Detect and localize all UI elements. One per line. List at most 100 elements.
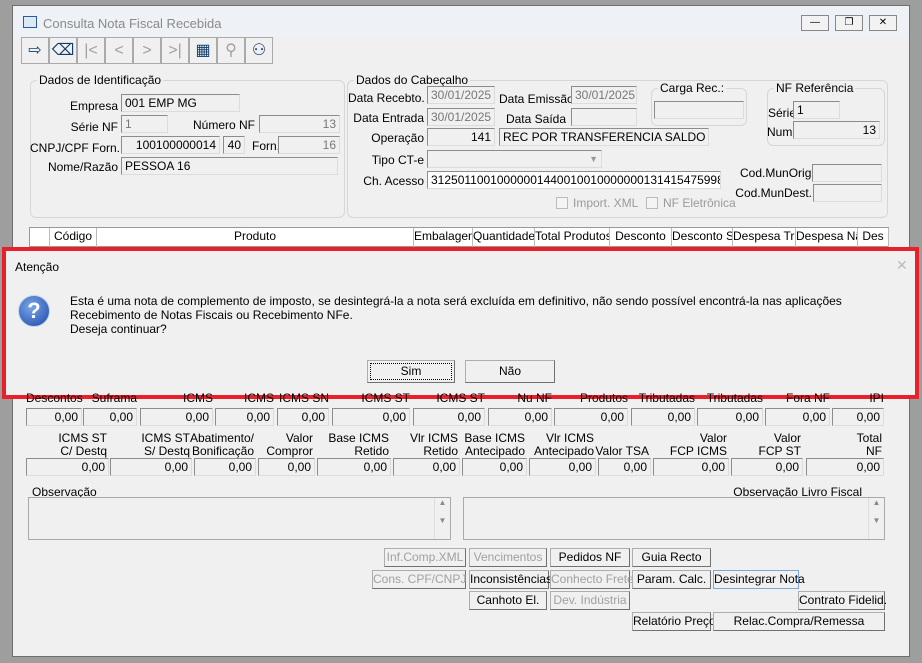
column-header[interactable]: Quantidade (473, 228, 535, 247)
inconsist-ncias-button[interactable]: Inconsistências (469, 570, 552, 589)
column-header[interactable]: Des (858, 228, 889, 247)
total-label: ICMS ST (436, 391, 485, 405)
empresa-field[interactable]: 001 EMP MG (121, 94, 240, 112)
forn-field[interactable]: 16 (278, 136, 340, 154)
canhoto-el-button[interactable]: Canhoto El. (469, 591, 547, 610)
total-field[interactable]: 0,00 (806, 458, 884, 476)
yes-button[interactable]: Sim (367, 360, 455, 383)
column-header[interactable]: Embalagem (414, 228, 473, 247)
column-header[interactable]: Desconto Suframa (672, 228, 733, 247)
serie-field[interactable]: 1 (121, 115, 168, 133)
total-field[interactable]: 0,00 (765, 408, 830, 426)
inf-comp-xml-button[interactable]: Inf.Comp.XML (384, 548, 466, 567)
total-field[interactable]: 0,00 (332, 408, 410, 426)
numero-field[interactable]: 13 (259, 115, 340, 133)
param-calc-button[interactable]: Param. Calc. (632, 570, 711, 589)
close-button[interactable]: ✕ (869, 15, 897, 31)
import-xml-checkbox[interactable] (556, 197, 568, 209)
tipo-cte-select[interactable]: ▼ (427, 150, 602, 168)
total-label: Valor FCP ICMS (669, 431, 727, 458)
identification-group: Dados de Identificação (30, 73, 345, 218)
prev-icon[interactable]: < (105, 37, 133, 64)
restore-button[interactable]: ❐ (835, 15, 863, 31)
scrollbar[interactable]: ▲ ▼ (434, 498, 450, 539)
cnpj-dv-field[interactable]: 40 (223, 136, 245, 154)
total-field[interactable]: 0,00 (554, 408, 628, 426)
nfref-serie-field[interactable]: 1 (793, 101, 840, 119)
last-icon[interactable]: >| (161, 37, 189, 64)
column-header[interactable]: Produto (97, 228, 414, 247)
total-field[interactable]: 0,00 (529, 458, 596, 476)
chave-acesso-field[interactable]: 3125011001000000144001001000000013141547… (427, 171, 721, 189)
exit-icon[interactable]: ⇨ (21, 37, 49, 64)
total-field[interactable]: 0,00 (832, 408, 884, 426)
group-title: Dados do Cabeçalho (354, 73, 471, 87)
munorig-field[interactable] (812, 164, 882, 182)
total-field[interactable]: 0,00 (393, 458, 460, 476)
operacao-desc-field[interactable]: REC POR TRANSFERENCIA SALDO CREDOR ICMS (499, 128, 709, 146)
column-header[interactable]: Código (50, 228, 97, 247)
relat-rio-pre-o-button[interactable]: Relatório Preço (632, 612, 716, 631)
total-field[interactable]: 0,00 (140, 408, 213, 426)
operacao-field[interactable]: 141 (427, 128, 495, 146)
receb-label: Data Recebto. (348, 91, 425, 105)
first-icon[interactable]: |< (77, 37, 105, 64)
scrollbar[interactable]: ▲ ▼ (868, 498, 884, 539)
column-header[interactable] (30, 228, 50, 247)
total-field[interactable]: 0,00 (26, 458, 109, 476)
pedidos-nf-button[interactable]: Pedidos NF (550, 548, 630, 567)
contrato-fidelid-button[interactable]: Contrato Fidelid. (798, 591, 887, 610)
nfe-checkbox[interactable] (646, 197, 658, 209)
receb-field[interactable]: 30/01/2025 (427, 86, 495, 104)
vencimentos-button[interactable]: Vencimentos (469, 548, 547, 567)
column-header[interactable]: Desconto (610, 228, 672, 247)
total-field[interactable]: 0,00 (258, 458, 315, 476)
carga-field[interactable] (654, 101, 744, 119)
conhecto-frete-button[interactable]: Conhecto Frete (550, 570, 634, 589)
total-field[interactable]: 0,00 (83, 408, 137, 426)
total-field[interactable]: 0,00 (731, 458, 803, 476)
relac-compra-remessa-button[interactable]: Relac.Compra/Remessa (713, 612, 885, 631)
total-field[interactable]: 0,00 (488, 408, 552, 426)
total-field[interactable]: 0,00 (462, 458, 527, 476)
nfref-num-field[interactable]: 13 (793, 121, 880, 139)
total-field[interactable]: 0,00 (317, 458, 391, 476)
grid-icon[interactable]: ▦ (189, 37, 217, 64)
user-icon[interactable]: ⚇ (245, 37, 273, 64)
total-field[interactable]: 0,00 (215, 408, 274, 426)
total-field[interactable]: 0,00 (598, 458, 651, 476)
desintegrar-nota-button[interactable]: Desintegrar Nota (713, 570, 805, 589)
total-label: Base ICMS Retido (328, 431, 389, 458)
total-field[interactable]: 0,00 (653, 458, 729, 476)
saida-field[interactable] (571, 108, 637, 126)
total-field[interactable]: 0,00 (631, 408, 695, 426)
cnpj-field[interactable]: 100100000014 (121, 136, 220, 154)
observacao-livro-textarea[interactable]: ▲ ▼ (463, 497, 885, 540)
group-title: Dados de Identificação (37, 73, 164, 87)
entrada-label: Data Entrada (353, 111, 424, 125)
total-field[interactable]: 0,00 (413, 408, 485, 426)
total-field[interactable]: 0,00 (110, 458, 192, 476)
column-header[interactable]: Despesa Não Tribut. (796, 228, 858, 247)
emissao-field[interactable]: 30/01/2025 (571, 86, 637, 104)
column-header[interactable]: Despesa Tributadas (733, 228, 796, 247)
column-header[interactable]: Total Produtos (535, 228, 610, 247)
minimize-button[interactable]: — (801, 15, 829, 31)
next-icon[interactable]: > (133, 37, 161, 64)
dev-ind-stria-button[interactable]: Dev. Indústria (550, 591, 630, 610)
observacao-textarea[interactable]: ▲ ▼ (28, 497, 451, 540)
entrada-field[interactable]: 30/01/2025 (427, 108, 495, 126)
total-field[interactable]: 0,00 (277, 408, 329, 426)
eraser-icon[interactable]: ⌫ (49, 37, 77, 64)
search-icon[interactable]: ⚲ (217, 37, 245, 64)
mundest-field[interactable] (813, 184, 882, 202)
total-field[interactable]: 0,00 (26, 408, 82, 426)
no-button[interactable]: Não (465, 360, 555, 383)
cnpj-label: CNPJ/CPF Forn. (30, 141, 121, 155)
total-field[interactable]: 0,00 (697, 408, 763, 426)
total-field[interactable]: 0,00 (194, 458, 256, 476)
nome-field[interactable]: PESSOA 16 (121, 157, 338, 175)
cons-cpf-cnpj-button[interactable]: Cons. CPF/CNPJ (372, 570, 466, 589)
close-icon[interactable]: ✕ (896, 257, 908, 273)
guia-recto-button[interactable]: Guia Recto (632, 548, 711, 567)
